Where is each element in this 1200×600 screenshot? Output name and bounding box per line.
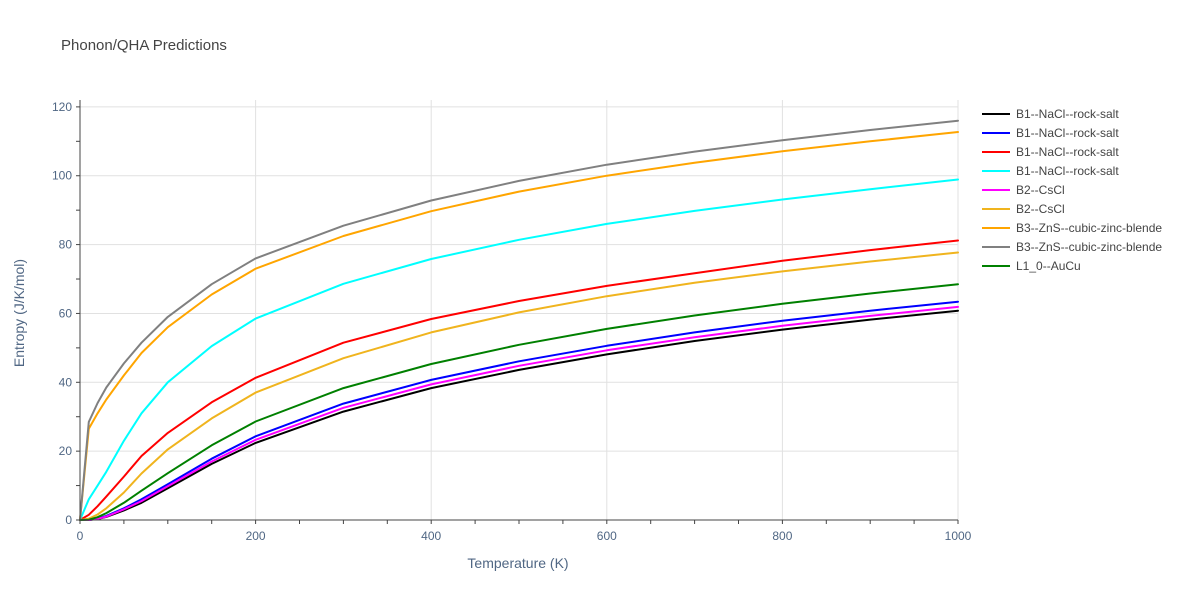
- y-tick-label: 40: [59, 375, 73, 389]
- y-tick-label: 100: [52, 169, 72, 183]
- x-tick-label: 400: [421, 529, 441, 543]
- legend-label: B3--ZnS--cubic-zinc-blende: [1016, 221, 1162, 235]
- y-tick-label: 0: [65, 513, 72, 527]
- legend[interactable]: B1--NaCl--rock-salt B1--NaCl--rock-salt B1…: [982, 107, 1162, 273]
- axes: [76, 100, 959, 524]
- legend-item[interactable]: B3--ZnS--cubic-zinc-blende: [982, 240, 1162, 254]
- x-tick-label: 0: [77, 529, 84, 543]
- x-tick-label: 800: [772, 529, 792, 543]
- series-line: [79, 283, 959, 521]
- series-lines: [79, 119, 959, 521]
- legend-label: L1_0--AuCu: [1016, 259, 1081, 273]
- legend-item[interactable]: B1--NaCl--rock-salt: [982, 145, 1119, 159]
- series-line: [79, 239, 959, 521]
- series-line: [79, 131, 959, 521]
- y-tick-label: 120: [52, 100, 72, 114]
- series-line: [79, 119, 959, 521]
- grid-lines: [80, 100, 959, 520]
- chart-title: Phonon/QHA Predictions: [61, 37, 227, 54]
- x-tick-label: 200: [246, 529, 266, 543]
- y-tick-label: 60: [59, 306, 73, 320]
- series-line: [79, 251, 959, 521]
- series-line: [79, 309, 959, 521]
- legend-label: B2--CsCl: [1016, 183, 1065, 197]
- series-line: [79, 305, 959, 521]
- legend-label: B2--CsCl: [1016, 202, 1065, 216]
- series-line: [79, 300, 959, 521]
- y-tick-label: 20: [59, 444, 73, 458]
- x-tick-label: 600: [597, 529, 617, 543]
- x-axis-title: Temperature (K): [467, 555, 568, 571]
- legend-label: B3--ZnS--cubic-zinc-blende: [1016, 240, 1162, 254]
- legend-item[interactable]: B3--ZnS--cubic-zinc-blende: [982, 221, 1162, 235]
- legend-item[interactable]: B2--CsCl: [982, 202, 1065, 216]
- y-tick-label: 80: [59, 238, 73, 252]
- tick-labels: 0 200 400 600 800 1000 0 20 40 60 80 100 120: [52, 100, 972, 543]
- x-tick-label: 1000: [945, 529, 972, 543]
- legend-item[interactable]: B1--NaCl--rock-salt: [982, 164, 1119, 178]
- legend-label: B1--NaCl--rock-salt: [1016, 145, 1119, 159]
- legend-label: B1--NaCl--rock-salt: [1016, 164, 1119, 178]
- legend-item[interactable]: B1--NaCl--rock-salt: [982, 107, 1119, 121]
- series-line: [79, 178, 959, 521]
- legend-item[interactable]: L1_0--AuCu: [982, 259, 1081, 273]
- y-axis-title: Entropy (J/K/mol): [11, 259, 27, 367]
- legend-label: B1--NaCl--rock-salt: [1016, 126, 1119, 140]
- legend-item[interactable]: B1--NaCl--rock-salt: [982, 126, 1119, 140]
- legend-item[interactable]: B2--CsCl: [982, 183, 1065, 197]
- legend-label: B1--NaCl--rock-salt: [1016, 107, 1119, 121]
